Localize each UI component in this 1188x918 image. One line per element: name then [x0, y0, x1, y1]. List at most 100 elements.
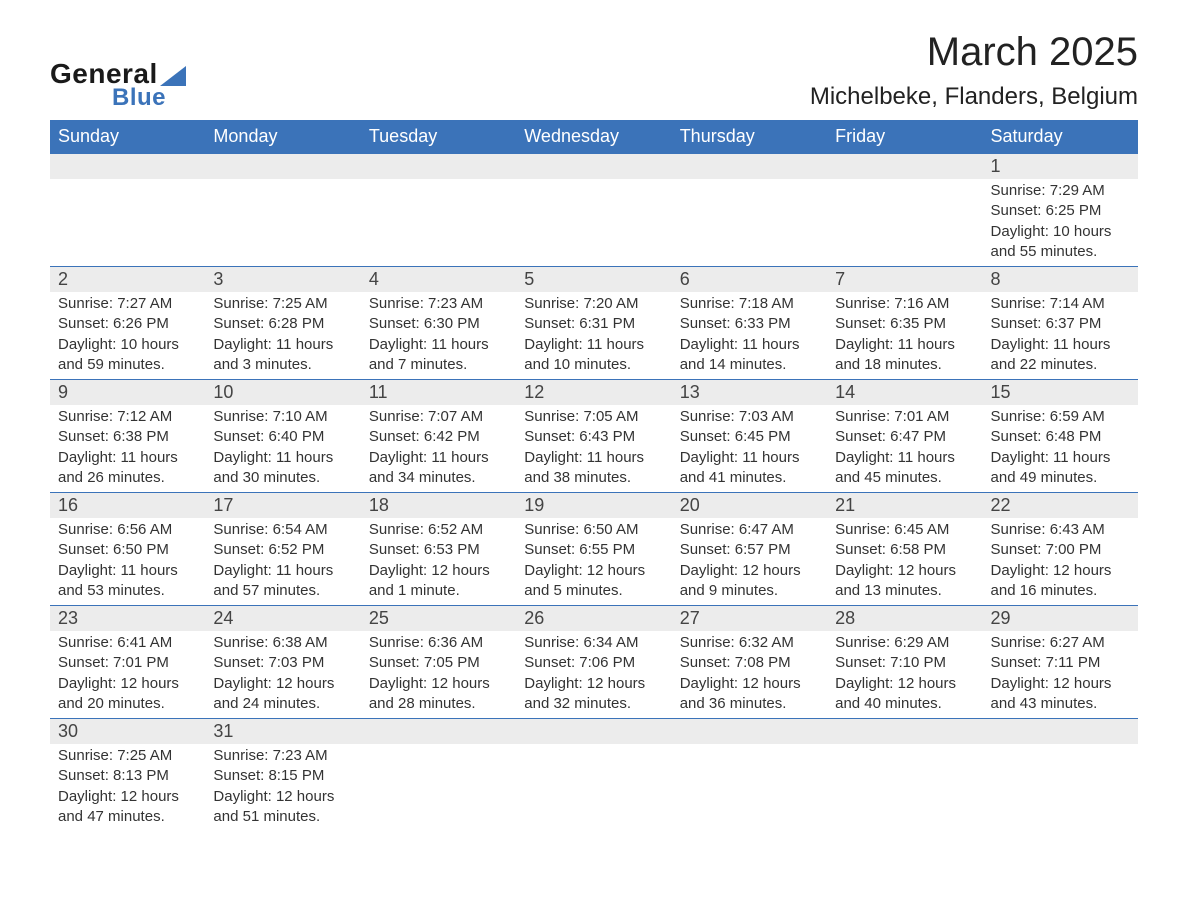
sunrise-line: Sunrise: 6:36 AM	[369, 633, 508, 653]
day-data-cell	[827, 179, 982, 267]
sunrise-line: Sunrise: 7:20 AM	[524, 294, 663, 314]
day-number-cell: 26	[516, 606, 671, 632]
daylight-line: Daylight: 12 hours and 28 minutes.	[369, 674, 508, 715]
sunrise-line: Sunrise: 6:34 AM	[524, 633, 663, 653]
daylight-line: Daylight: 12 hours and 24 minutes.	[213, 674, 352, 715]
sunset-line: Sunset: 6:35 PM	[835, 314, 974, 334]
day-number-cell: 24	[205, 606, 360, 632]
weekday-header: Sunday	[50, 120, 205, 154]
day-data-cell: Sunrise: 7:23 AMSunset: 6:30 PMDaylight:…	[361, 292, 516, 380]
daylight-line: Daylight: 10 hours and 59 minutes.	[58, 335, 197, 376]
daylight-line: Daylight: 11 hours and 45 minutes.	[835, 448, 974, 489]
day-data-cell: Sunrise: 7:25 AMSunset: 8:13 PMDaylight:…	[50, 744, 205, 831]
sunset-line: Sunset: 6:33 PM	[680, 314, 819, 334]
sunset-line: Sunset: 6:57 PM	[680, 540, 819, 560]
day-number-cell: 19	[516, 493, 671, 519]
sunset-line: Sunset: 6:25 PM	[991, 201, 1130, 221]
day-number-cell: 21	[827, 493, 982, 519]
sunset-line: Sunset: 6:47 PM	[835, 427, 974, 447]
sunrise-line: Sunrise: 7:25 AM	[213, 294, 352, 314]
day-data-cell: Sunrise: 7:03 AMSunset: 6:45 PMDaylight:…	[672, 405, 827, 493]
sunset-line: Sunset: 6:48 PM	[991, 427, 1130, 447]
daylight-line: Daylight: 11 hours and 14 minutes.	[680, 335, 819, 376]
sunrise-line: Sunrise: 6:59 AM	[991, 407, 1130, 427]
day-data-cell	[361, 179, 516, 267]
sunrise-line: Sunrise: 6:38 AM	[213, 633, 352, 653]
day-data-cell: Sunrise: 7:20 AMSunset: 6:31 PMDaylight:…	[516, 292, 671, 380]
day-number-cell	[672, 154, 827, 180]
day-data-cell: Sunrise: 7:07 AMSunset: 6:42 PMDaylight:…	[361, 405, 516, 493]
page-title: March 2025	[810, 30, 1138, 75]
day-data-cell	[50, 179, 205, 267]
sunrise-line: Sunrise: 7:05 AM	[524, 407, 663, 427]
day-number-cell: 1	[983, 154, 1138, 180]
day-number-cell: 29	[983, 606, 1138, 632]
day-number-cell: 8	[983, 267, 1138, 293]
sunrise-line: Sunrise: 7:10 AM	[213, 407, 352, 427]
sunrise-line: Sunrise: 6:56 AM	[58, 520, 197, 540]
day-data-cell: Sunrise: 6:43 AMSunset: 7:00 PMDaylight:…	[983, 518, 1138, 606]
day-number-cell: 2	[50, 267, 205, 293]
day-number-cell: 4	[361, 267, 516, 293]
daylight-line: Daylight: 11 hours and 49 minutes.	[991, 448, 1130, 489]
day-data-cell	[516, 179, 671, 267]
daylight-line: Daylight: 12 hours and 9 minutes.	[680, 561, 819, 602]
day-data-cell	[205, 179, 360, 267]
daylight-line: Daylight: 12 hours and 16 minutes.	[991, 561, 1130, 602]
sunset-line: Sunset: 6:42 PM	[369, 427, 508, 447]
daylight-line: Daylight: 11 hours and 57 minutes.	[213, 561, 352, 602]
day-data-cell: Sunrise: 7:18 AMSunset: 6:33 PMDaylight:…	[672, 292, 827, 380]
sunrise-line: Sunrise: 7:03 AM	[680, 407, 819, 427]
day-data-cell	[672, 744, 827, 831]
day-number-cell: 17	[205, 493, 360, 519]
sunrise-line: Sunrise: 7:25 AM	[58, 746, 197, 766]
day-data-cell: Sunrise: 6:27 AMSunset: 7:11 PMDaylight:…	[983, 631, 1138, 719]
day-data-cell: Sunrise: 6:59 AMSunset: 6:48 PMDaylight:…	[983, 405, 1138, 493]
calendar-daynum-row: 2345678	[50, 267, 1138, 293]
calendar-daynum-row: 1	[50, 154, 1138, 180]
calendar-daynum-row: 9101112131415	[50, 380, 1138, 406]
weekday-header: Monday	[205, 120, 360, 154]
daylight-line: Daylight: 12 hours and 51 minutes.	[213, 787, 352, 828]
day-number-cell	[516, 154, 671, 180]
calendar-data-row: Sunrise: 6:41 AMSunset: 7:01 PMDaylight:…	[50, 631, 1138, 719]
sunset-line: Sunset: 6:52 PM	[213, 540, 352, 560]
calendar-table: SundayMondayTuesdayWednesdayThursdayFrid…	[50, 120, 1138, 831]
sunrise-line: Sunrise: 7:23 AM	[213, 746, 352, 766]
day-number-cell	[50, 154, 205, 180]
day-data-cell: Sunrise: 6:56 AMSunset: 6:50 PMDaylight:…	[50, 518, 205, 606]
day-number-cell: 7	[827, 267, 982, 293]
daylight-line: Daylight: 11 hours and 34 minutes.	[369, 448, 508, 489]
day-data-cell	[827, 744, 982, 831]
day-data-cell: Sunrise: 6:54 AMSunset: 6:52 PMDaylight:…	[205, 518, 360, 606]
day-number-cell	[205, 154, 360, 180]
weekday-header: Tuesday	[361, 120, 516, 154]
daylight-line: Daylight: 11 hours and 22 minutes.	[991, 335, 1130, 376]
daylight-line: Daylight: 12 hours and 43 minutes.	[991, 674, 1130, 715]
day-data-cell	[983, 744, 1138, 831]
sunset-line: Sunset: 7:00 PM	[991, 540, 1130, 560]
sunset-line: Sunset: 6:38 PM	[58, 427, 197, 447]
day-number-cell: 9	[50, 380, 205, 406]
day-data-cell: Sunrise: 6:32 AMSunset: 7:08 PMDaylight:…	[672, 631, 827, 719]
brand-triangle-icon	[160, 66, 186, 86]
daylight-line: Daylight: 11 hours and 26 minutes.	[58, 448, 197, 489]
calendar-data-row: Sunrise: 7:12 AMSunset: 6:38 PMDaylight:…	[50, 405, 1138, 493]
sunrise-line: Sunrise: 7:18 AM	[680, 294, 819, 314]
day-data-cell: Sunrise: 7:29 AMSunset: 6:25 PMDaylight:…	[983, 179, 1138, 267]
day-number-cell	[983, 719, 1138, 745]
sunset-line: Sunset: 6:58 PM	[835, 540, 974, 560]
calendar-data-row: Sunrise: 7:29 AMSunset: 6:25 PMDaylight:…	[50, 179, 1138, 267]
day-number-cell: 22	[983, 493, 1138, 519]
sunrise-line: Sunrise: 7:27 AM	[58, 294, 197, 314]
weekday-header: Saturday	[983, 120, 1138, 154]
day-number-cell: 18	[361, 493, 516, 519]
day-number-cell: 16	[50, 493, 205, 519]
weekday-header: Wednesday	[516, 120, 671, 154]
sunset-line: Sunset: 7:11 PM	[991, 653, 1130, 673]
day-number-cell: 25	[361, 606, 516, 632]
sunset-line: Sunset: 7:10 PM	[835, 653, 974, 673]
day-number-cell: 14	[827, 380, 982, 406]
day-data-cell: Sunrise: 6:38 AMSunset: 7:03 PMDaylight:…	[205, 631, 360, 719]
sunset-line: Sunset: 7:06 PM	[524, 653, 663, 673]
